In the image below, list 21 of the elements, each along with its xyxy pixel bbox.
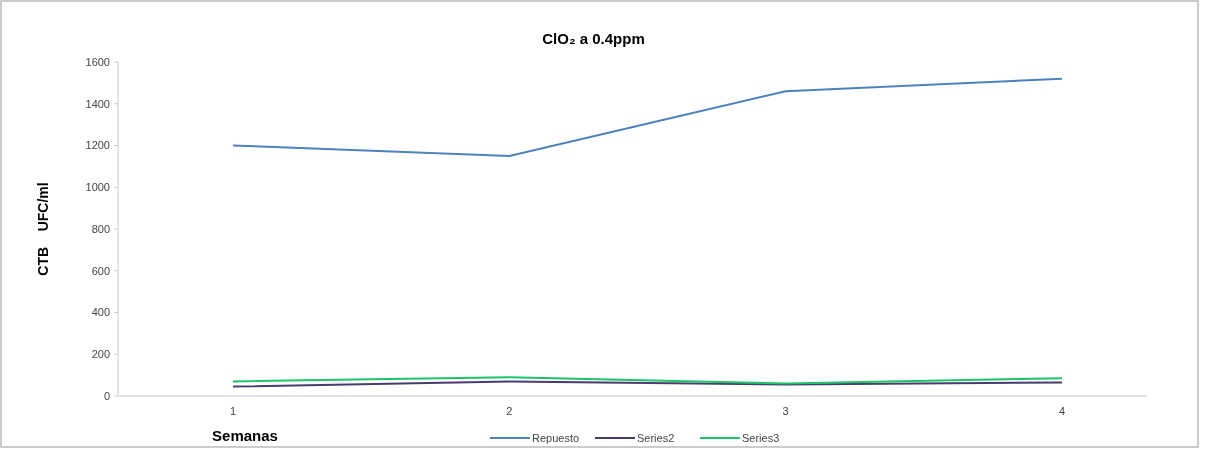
- x-tick-label: 3: [782, 405, 789, 417]
- y-tick-label: 1200: [85, 139, 110, 152]
- y-tick-label: 0: [103, 389, 110, 402]
- x-tick-label: 2: [506, 405, 513, 417]
- y-tick-label: 800: [91, 222, 110, 235]
- y-tick-label: 1600: [85, 55, 110, 68]
- y-tick-label: 400: [91, 306, 110, 319]
- x-tick-label: 4: [1058, 405, 1066, 417]
- x-axis-title: Semanas: [212, 427, 278, 444]
- legend-label: Series3: [742, 431, 780, 444]
- line-series: [232, 376, 1063, 385]
- chart-title: ClO₂ a 0.4ppm: [542, 30, 645, 47]
- x-tick-label: 1: [229, 405, 237, 417]
- y-tick-label: 600: [91, 264, 110, 277]
- y-tick-label: 1400: [85, 97, 110, 110]
- line-series: [232, 77, 1063, 157]
- legend-label: Series2: [637, 431, 675, 444]
- y-axis-title: CTB UFC/ml: [35, 182, 51, 276]
- y-tick-label: 1000: [85, 181, 110, 194]
- y-tick-label: 200: [91, 348, 110, 361]
- legend-label: Repuesto: [532, 431, 580, 444]
